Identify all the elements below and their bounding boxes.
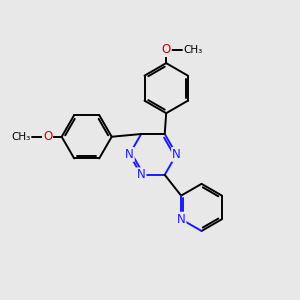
Text: CH₃: CH₃ <box>183 45 202 55</box>
Text: N: N <box>177 213 185 226</box>
Text: O: O <box>43 130 52 143</box>
Text: N: N <box>125 148 134 161</box>
Text: CH₃: CH₃ <box>11 132 31 142</box>
Text: N: N <box>172 148 181 161</box>
Text: O: O <box>162 43 171 56</box>
Text: N: N <box>137 168 146 181</box>
